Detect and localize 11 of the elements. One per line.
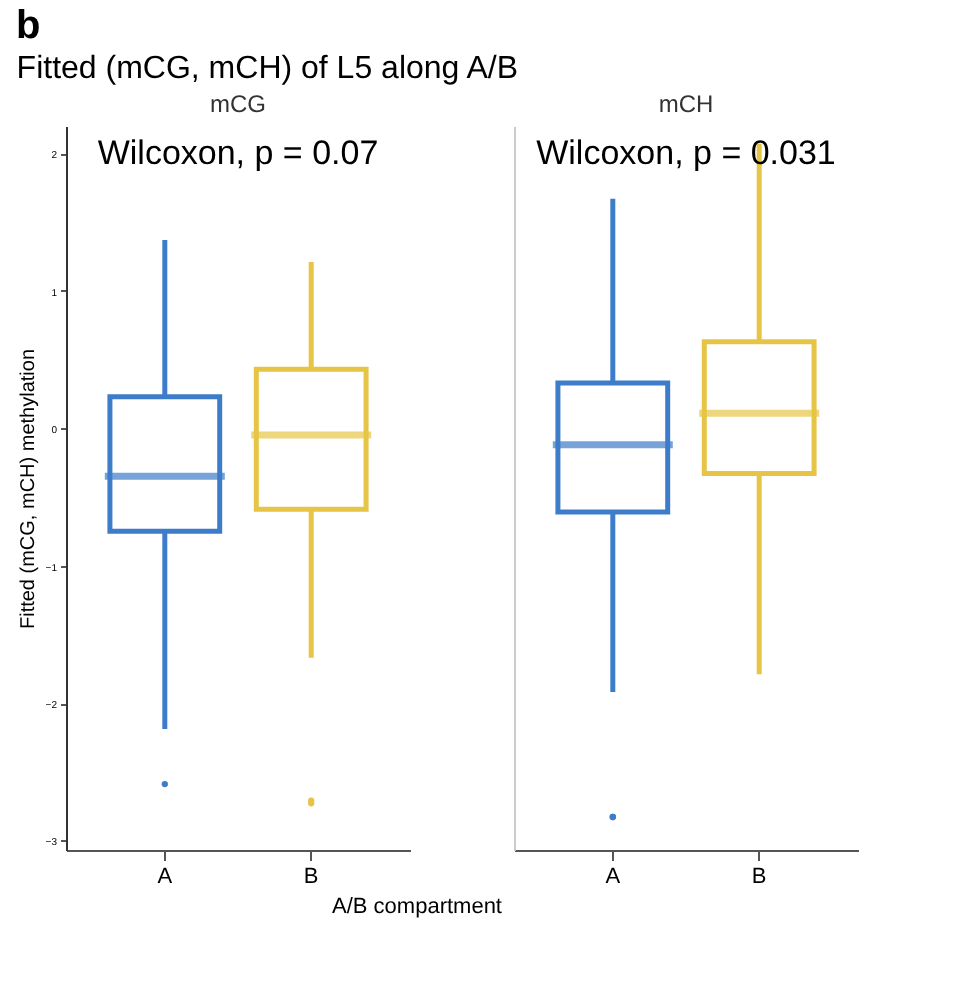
annotation: Wilcoxon, p = 0.07 bbox=[97, 134, 379, 172]
text: b bbox=[16, 4, 41, 50]
chart-subtitle: mCH bbox=[658, 90, 714, 118]
x-tick-label: A bbox=[157, 865, 174, 889]
x-tick-label: A bbox=[605, 865, 622, 889]
x-axis-title: A/B compartment bbox=[332, 895, 502, 919]
chart-subtitle: mCG bbox=[210, 90, 266, 118]
x-tick-label: B bbox=[751, 865, 767, 889]
chart-title: Fitted (mCG, mCH) of L5 along A/B bbox=[16, 52, 519, 86]
y-axis-title: Fitted (mCG, mCH) methylation bbox=[17, 348, 40, 630]
x-tick-label: B bbox=[303, 865, 319, 889]
